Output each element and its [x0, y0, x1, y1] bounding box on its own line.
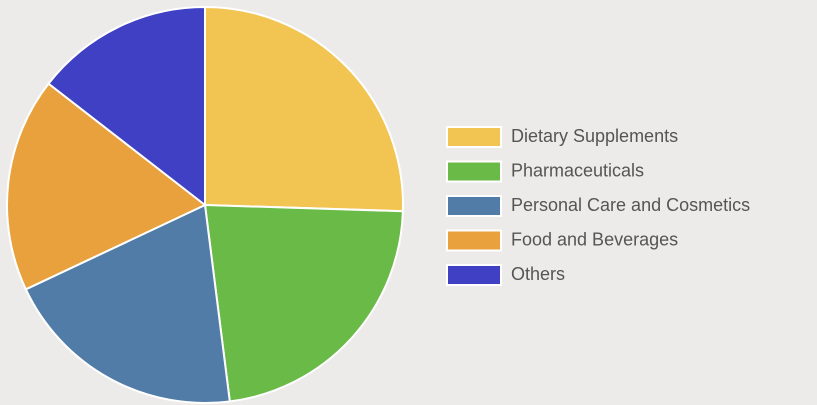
pie-slice	[47, 5, 206, 208]
legend-label: Food and Beverages	[511, 229, 678, 249]
legend-swatch	[446, 195, 502, 217]
legend-swatch	[446, 160, 502, 183]
pie-slice	[204, 5, 404, 213]
legend-label: Dietary Supplements	[511, 126, 678, 146]
legend-label: Personal Care and Cosmetics	[511, 195, 750, 215]
legend-swatch	[446, 126, 502, 148]
pie-slice	[203, 203, 404, 403]
legend-label: Pharmaceuticals	[511, 160, 644, 180]
legend-label: Others	[511, 264, 565, 284]
legend-swatch	[446, 229, 502, 252]
legend-swatch	[446, 264, 502, 286]
pie-slice	[6, 82, 207, 291]
pie-slice	[24, 203, 231, 404]
